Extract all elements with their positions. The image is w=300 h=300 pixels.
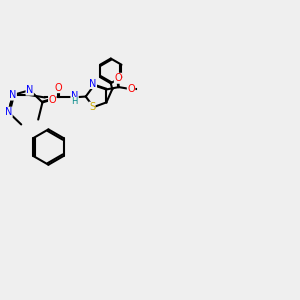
- Text: O: O: [49, 94, 56, 104]
- Text: O: O: [127, 84, 135, 94]
- Text: H: H: [71, 97, 78, 106]
- Text: N: N: [9, 90, 16, 100]
- Text: O: O: [114, 73, 122, 83]
- Text: N: N: [26, 85, 33, 95]
- Text: N: N: [89, 79, 97, 88]
- Text: N: N: [71, 91, 78, 101]
- Text: N: N: [5, 107, 12, 117]
- Text: S: S: [89, 102, 95, 112]
- Text: O: O: [55, 83, 62, 93]
